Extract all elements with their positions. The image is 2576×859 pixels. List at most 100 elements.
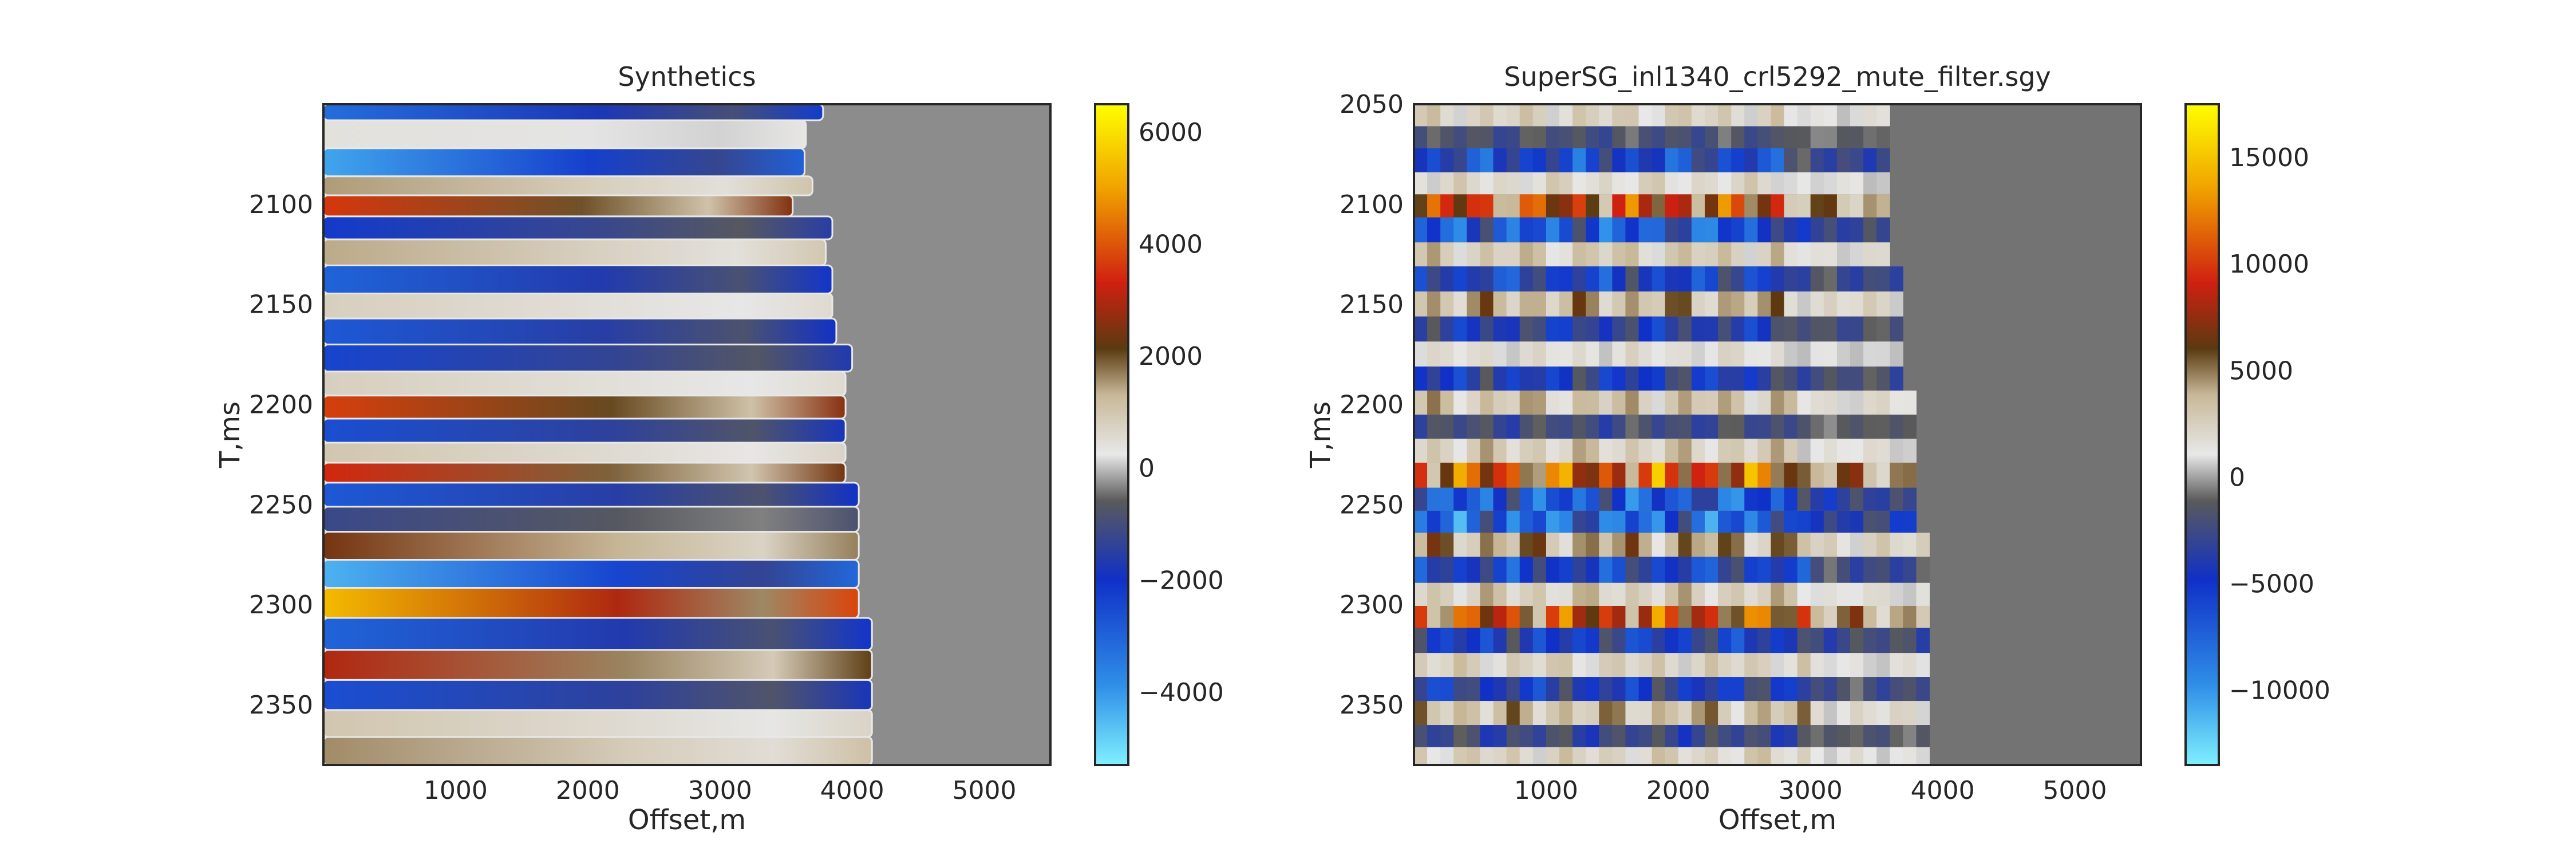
- segy-trace-cell: [1467, 557, 1480, 583]
- segy-trace-cell: [1731, 126, 1745, 148]
- segy-trace-cell: [1638, 341, 1653, 367]
- segy-trace-cell: [1705, 747, 1718, 765]
- segy-trace-cell: [1757, 462, 1771, 488]
- segy-trace-cell: [1546, 291, 1560, 317]
- segy-trace-cell: [1532, 367, 1547, 391]
- segy-trace-cell: [1625, 194, 1639, 218]
- segy-trace-cell: [1519, 242, 1534, 267]
- segy-trace-cell: [1532, 438, 1547, 463]
- segy-trace-cell: [1771, 104, 1785, 127]
- segy-trace-cell: [1731, 533, 1745, 557]
- segy-y-tick-label: 2100: [1340, 190, 1404, 219]
- synthetics-event: [323, 147, 806, 178]
- segy-trace-cell: [1467, 725, 1480, 747]
- segy-trace-cell: [1573, 533, 1586, 557]
- segy-trace-cell: [1757, 628, 1771, 653]
- segy-x-tick-label: 4000: [1911, 776, 1975, 805]
- segy-trace-cell: [1586, 747, 1599, 765]
- segy-trace-cell: [1665, 172, 1679, 195]
- segy-trace-cell: [1691, 172, 1705, 195]
- segy-trace-cell: [1823, 367, 1838, 391]
- segy-colorbar-tick-label: 0: [2229, 463, 2245, 492]
- segy-trace-cell: [1519, 510, 1534, 533]
- segy-trace-cell: [1850, 462, 1864, 488]
- segy-trace-cell: [1665, 747, 1679, 765]
- segy-trace-cell: [1863, 462, 1877, 488]
- segy-trace-cell: [1480, 510, 1494, 533]
- segy-trace-cell: [1705, 628, 1718, 653]
- segy-trace-cell: [1453, 487, 1467, 511]
- segy-trace-cell: [1506, 266, 1520, 291]
- segy-trace-cell: [1744, 126, 1758, 148]
- segy-trace-cell: [1705, 104, 1718, 127]
- segy-trace-cell: [1532, 725, 1547, 747]
- segy-trace-cell: [1546, 653, 1560, 677]
- segy-trace-cell: [1705, 341, 1718, 367]
- segy-trace-cell: [1638, 291, 1653, 317]
- segy-y-tick-label: 2250: [1340, 490, 1404, 519]
- segy-trace-cell: [1625, 582, 1639, 606]
- segy-trace-cell: [1863, 725, 1877, 747]
- segy-trace-cell: [1559, 628, 1573, 653]
- segy-trace-cell: [1493, 701, 1507, 726]
- segy-trace-cell: [1691, 104, 1705, 127]
- segy-trace-cell: [1414, 677, 1428, 702]
- segy-trace-cell: [1836, 747, 1851, 765]
- segy-trace-cell: [1532, 341, 1547, 367]
- segy-trace-cell: [1440, 747, 1454, 765]
- segy-trace-cell: [1638, 677, 1653, 702]
- segy-trace-cell: [1718, 217, 1732, 243]
- segy-trace-cell: [1863, 391, 1877, 415]
- segy-trace-cell: [1532, 510, 1547, 533]
- segy-trace-cell: [1440, 438, 1454, 463]
- segy-trace-cell: [1718, 677, 1732, 702]
- segy-trace-cell: [1467, 148, 1480, 172]
- segy-trace-cell: [1810, 701, 1824, 726]
- segy-trace-cell: [1612, 487, 1626, 511]
- segy-trace-cell: [1797, 266, 1811, 291]
- segy-trace-cell: [1546, 367, 1560, 391]
- segy-trace-cell: [1414, 747, 1428, 765]
- segy-trace-cell: [1678, 677, 1692, 702]
- segy-trace-cell: [1823, 148, 1838, 172]
- synthetics-x-tick-label: 4000: [820, 776, 884, 805]
- segy-trace-cell: [1414, 510, 1428, 533]
- segy-trace-cell: [1850, 148, 1864, 172]
- segy-trace-cell: [1612, 104, 1626, 127]
- segy-trace-cell: [1718, 391, 1732, 415]
- segy-trace-cell: [1493, 557, 1507, 583]
- segy-trace-cell: [1652, 316, 1666, 342]
- segy-trace-cell: [1573, 677, 1586, 702]
- segy-trace-cell: [1797, 415, 1811, 439]
- segy-trace-cell: [1467, 291, 1480, 317]
- segy-trace-cell: [1414, 725, 1428, 747]
- segy-trace-cell: [1414, 194, 1428, 218]
- segy-trace-cell: [1916, 605, 1930, 628]
- segy-trace-cell: [1480, 148, 1494, 172]
- segy-trace-cell: [1784, 242, 1798, 267]
- segy-trace-cell: [1863, 316, 1877, 342]
- segy-trace-cell: [1532, 701, 1547, 726]
- segy-trace-cell: [1493, 653, 1507, 677]
- segy-trace-cell: [1731, 316, 1745, 342]
- segy-trace-cell: [1705, 653, 1718, 677]
- segy-trace-cell: [1823, 217, 1838, 243]
- segy-trace-cell: [1519, 462, 1534, 488]
- segy-trace-cell: [1480, 266, 1494, 291]
- segy-trace-cell: [1678, 172, 1692, 195]
- segy-trace-cell: [1903, 438, 1917, 463]
- segy-trace-cell: [1810, 104, 1824, 127]
- segy-trace-cell: [1903, 701, 1917, 726]
- segy-trace-cell: [1784, 557, 1798, 583]
- segy-trace-cell: [1467, 701, 1480, 726]
- segy-trace-cell: [1850, 653, 1864, 677]
- segy-trace-cell: [1599, 291, 1613, 317]
- segy-trace-cell: [1850, 194, 1864, 218]
- segy-trace-cell: [1731, 628, 1745, 653]
- segy-trace-cell: [1519, 438, 1534, 463]
- segy-trace-cell: [1836, 266, 1851, 291]
- segy-trace-cell: [1903, 415, 1917, 439]
- segy-trace-cell: [1546, 747, 1560, 765]
- segy-trace-cell: [1599, 653, 1613, 677]
- segy-trace-cell: [1638, 582, 1653, 606]
